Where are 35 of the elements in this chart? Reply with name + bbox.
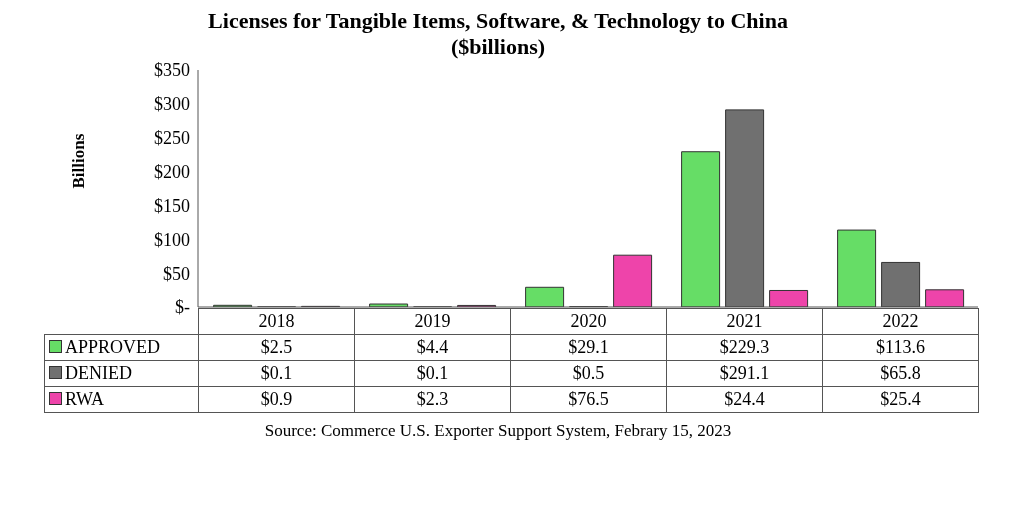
data-label: $0.1 [198,360,355,387]
data-label: $25.4 [822,386,979,413]
y-tick-label: $150 [154,195,190,216]
y-axis-title: Billions [69,133,89,189]
legend-label: RWA [44,386,199,413]
data-label: $76.5 [510,386,667,413]
x-tick-label: 2018 [198,308,355,335]
data-label: $0.9 [198,386,355,413]
chart-subtitle: ($billions) [449,34,547,60]
y-tick-label: $- [175,297,190,318]
y-tick-label: $350 [154,60,190,81]
source-note: Source: Commerce U.S. Exporter Support System, Febrary 15, 2023 [263,421,733,441]
data-label: $291.1 [666,360,823,387]
x-tick-label: 2021 [666,308,823,335]
y-tick-label: $300 [154,94,190,115]
x-tick-label: 2019 [354,308,511,335]
data-label: $2.3 [354,386,511,413]
data-label: $0.5 [510,360,667,387]
y-tick-label: $100 [154,229,190,250]
x-tick-label: 2022 [822,308,979,335]
data-label: $0.1 [354,360,511,387]
y-tick-label: $200 [154,161,190,182]
data-label: $113.6 [822,334,979,361]
y-tick-label: $250 [154,128,190,149]
data-label: $4.4 [354,334,511,361]
data-label: $65.8 [822,360,979,387]
data-label: $24.4 [666,386,823,413]
data-label: $29.1 [510,334,667,361]
data-label: $229.3 [666,334,823,361]
y-tick-label: $50 [163,263,190,284]
chart-title: Licenses for Tangible Items, Software, & Technology to China [207,8,789,34]
x-tick-label: 2020 [510,308,667,335]
legend-label: DENIED [44,360,199,387]
legend-label: APPROVED [44,334,199,361]
data-label: $2.5 [198,334,355,361]
